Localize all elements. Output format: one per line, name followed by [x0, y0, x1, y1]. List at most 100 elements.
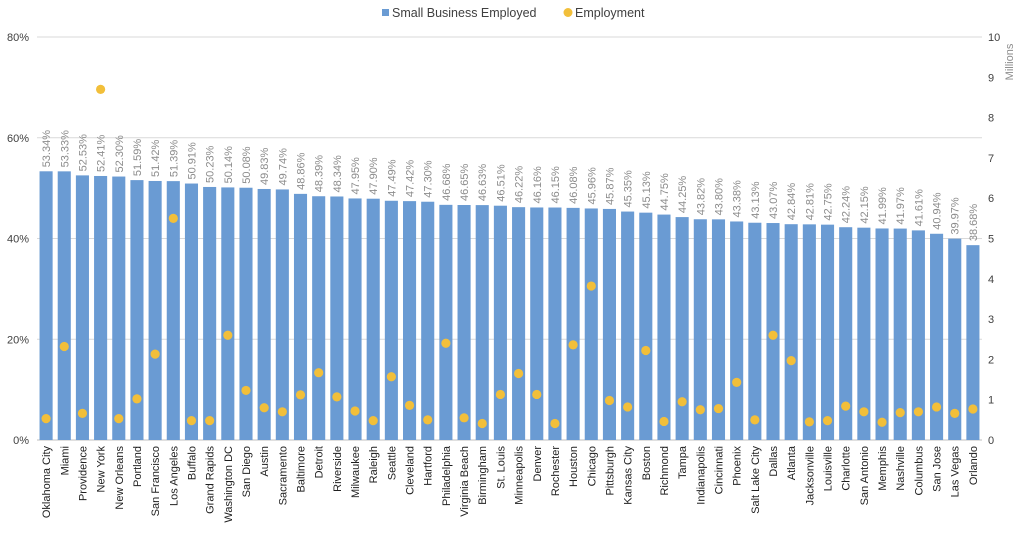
- category-label: Virginia Beach: [459, 446, 471, 517]
- bar: [57, 171, 71, 440]
- category-label: Louisville: [823, 446, 835, 491]
- bar-data-label: 41.97%: [895, 187, 907, 225]
- data-labels: 53.34% 53.33% 52.53% 52.41% 52.30% 51.59% 51.4…: [41, 130, 980, 241]
- bar-data-label: 43.13%: [750, 181, 762, 219]
- bar: [512, 207, 526, 440]
- bar-data-label: 48.86%: [296, 152, 308, 190]
- category-label: Tampa: [677, 445, 689, 479]
- category-label: Portland: [132, 446, 144, 487]
- y-right-tick-label: 6: [988, 193, 994, 205]
- bar-data-label: 46.22%: [514, 166, 526, 204]
- y-right-tick-label: 10: [988, 32, 1000, 44]
- data-point: [241, 385, 251, 396]
- bar: [166, 181, 180, 441]
- data-point: [332, 392, 342, 402]
- data-point: [623, 402, 633, 412]
- bar: [75, 175, 89, 440]
- bar-data-label: 46.16%: [532, 166, 544, 204]
- bar: [657, 214, 671, 440]
- bar-data-label: 51.59%: [132, 139, 144, 177]
- bar-data-label: 46.68%: [441, 163, 453, 201]
- legend-label: Employment: [575, 6, 645, 20]
- category-label: Kansas City: [623, 446, 635, 505]
- bar-data-label: 46.08%: [568, 166, 580, 204]
- bar-data-label: 41.99%: [877, 187, 889, 225]
- bar-data-label: 38.68%: [968, 204, 980, 242]
- bar: [639, 212, 653, 440]
- bar-data-label: 45.35%: [623, 170, 635, 208]
- bar-data-label: 50.08%: [241, 146, 253, 184]
- bar-data-label: 53.34%: [41, 130, 53, 168]
- category-label: Hartford: [423, 446, 435, 486]
- data-point: [713, 403, 724, 414]
- bar: [257, 188, 271, 440]
- data-point: [205, 416, 215, 426]
- bar-data-label: 42.81%: [804, 183, 816, 221]
- bar: [203, 186, 217, 440]
- category-label: Seattle: [386, 446, 398, 480]
- y-axis-right: 0 1 2 3 4 5 6 7 8 9 10 Millions: [988, 32, 1016, 447]
- category-label: Birmingham: [477, 446, 489, 505]
- bar-data-label: 47.90%: [368, 157, 380, 195]
- bar-data-label: 43.82%: [695, 178, 707, 216]
- data-point: [114, 414, 124, 424]
- data-point: [677, 397, 687, 407]
- y-right-tick-label: 8: [988, 113, 994, 125]
- category-label: Nashville: [895, 446, 907, 491]
- category-label: Miami: [59, 446, 71, 475]
- category-label: Baltimore: [296, 446, 308, 492]
- category-label: Austin: [259, 446, 271, 477]
- category-label: Houston: [568, 446, 580, 487]
- data-point: [441, 338, 451, 348]
- data-point: [96, 84, 106, 94]
- bar: [948, 238, 962, 440]
- data-point: [641, 345, 651, 356]
- category-label: Grand Rapids: [205, 446, 217, 514]
- category-label: Orlando: [968, 446, 980, 485]
- bar: [730, 221, 744, 440]
- bar-data-label: 45.13%: [641, 171, 653, 209]
- bar-data-label: 49.74%: [277, 148, 289, 186]
- bar: [784, 224, 798, 440]
- legend-swatch-bar: [382, 9, 389, 16]
- bar-data-label: 47.42%: [405, 160, 417, 198]
- category-label: Chicago: [586, 446, 598, 486]
- data-point: [604, 395, 615, 406]
- category-label: Rochester: [550, 446, 562, 496]
- y-right-tick-label: 7: [988, 153, 994, 165]
- category-label: Salt Lake City: [750, 446, 762, 514]
- category-label: San Francisco: [150, 446, 162, 516]
- bar-data-label: 50.14%: [223, 146, 235, 184]
- bar: [457, 205, 471, 440]
- bar-data-label: 43.38%: [732, 180, 744, 218]
- bar-data-label: 39.97%: [950, 197, 962, 235]
- category-label: Denver: [532, 446, 544, 482]
- bar: [475, 205, 489, 440]
- bar-data-label: 42.84%: [786, 183, 798, 221]
- y-right-tick-label: 0: [988, 435, 994, 447]
- bar: [348, 198, 362, 440]
- bar-data-label: 48.39%: [314, 155, 326, 193]
- bar: [275, 189, 289, 440]
- y-right-tick-label: 9: [988, 72, 994, 84]
- data-point: [223, 330, 233, 340]
- bar-data-label: 51.42%: [150, 139, 162, 177]
- bar: [584, 208, 598, 440]
- bar: [621, 211, 635, 440]
- category-label: Washington DC: [223, 446, 235, 523]
- bar: [930, 233, 944, 440]
- bar: [366, 198, 380, 440]
- data-point: [295, 390, 306, 400]
- data-point: [968, 404, 978, 414]
- data-point: [786, 356, 796, 366]
- data-point: [459, 413, 469, 423]
- legend-label: Small Business Employed: [392, 6, 537, 20]
- category-label: Columbus: [913, 446, 925, 496]
- bar-data-label: 43.07%: [768, 182, 780, 220]
- data-point: [41, 414, 51, 424]
- bar: [94, 175, 108, 440]
- bar-data-label: 45.87%: [604, 167, 616, 205]
- bar: [384, 200, 398, 440]
- data-point: [822, 416, 833, 426]
